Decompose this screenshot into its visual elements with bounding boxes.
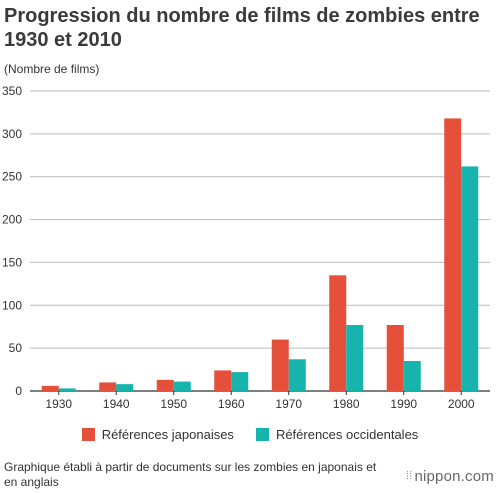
dots-icon: ⁞⁞: [405, 470, 413, 482]
y-tick-label: 250: [2, 170, 22, 184]
y-tick-label: 350: [2, 84, 22, 98]
bar-western-1950: [173, 381, 191, 391]
bar-japanese-1990: [386, 325, 404, 391]
y-tick-label: 200: [2, 213, 22, 227]
x-tick-label: 1980: [333, 397, 360, 411]
x-tick-label: 1950: [160, 397, 187, 411]
chart-title: Progression du nombre de films de zombie…: [4, 5, 480, 51]
bar-western-1930: [58, 388, 76, 391]
bar-japanese-1940: [99, 382, 117, 391]
x-tick-label: 1930: [45, 397, 72, 411]
source-note: Graphique établi à partir de documents s…: [4, 460, 377, 489]
grid-lines: [30, 90, 490, 392]
legend-swatch-japanese: [81, 428, 95, 441]
legend-item-japanese: Références japonaises: [81, 427, 234, 442]
x-tick-label: 1970: [275, 397, 302, 411]
bar-japanese-1960: [214, 370, 232, 391]
legend: Références japonaises Références occiden…: [0, 427, 500, 442]
x-tick-label: 1990: [390, 397, 417, 411]
bar-japanese-1950: [156, 379, 174, 391]
x-tick-label: 1960: [218, 397, 245, 411]
y-tick-label: 0: [15, 384, 22, 398]
x-axis-ticks: 1930 1940 1950 1960 1970 1980 1990 2000: [45, 391, 475, 411]
y-tick-label: 50: [9, 341, 23, 355]
bar-japanese-1980: [329, 275, 347, 391]
brand-name: nippon.com: [414, 468, 494, 485]
legend-label-japanese: Références japonaises: [101, 427, 234, 442]
y-tick-label: 150: [2, 255, 22, 269]
brand-logo[interactable]: ⁞⁞ nippon.com: [406, 468, 494, 485]
bar-western-1960: [231, 372, 249, 391]
bar-western-1980: [346, 325, 364, 391]
legend-label-western: Références occidentales: [275, 427, 419, 442]
bar-japanese-1970: [271, 339, 289, 391]
legend-item-western: Références occidentales: [255, 427, 419, 442]
bar-japanese-2000: [444, 118, 462, 391]
bar-western-1970: [288, 359, 306, 391]
bars: [41, 118, 479, 391]
y-tick-label: 300: [2, 127, 22, 141]
bar-western-1940: [116, 384, 134, 391]
x-tick-label: 1940: [103, 397, 130, 411]
bar-western-1990: [403, 361, 421, 391]
y-tick-label: 100: [2, 298, 22, 312]
x-tick-label: 2000: [448, 397, 475, 411]
bar-japanese-1930: [41, 385, 59, 391]
y-axis-ticks: 0 50 100 150 200 250 300 350: [2, 84, 22, 398]
y-axis-unit-label: (Nombre de films): [4, 62, 100, 76]
bar-western-2000: [461, 166, 479, 391]
legend-swatch-western: [255, 428, 269, 441]
